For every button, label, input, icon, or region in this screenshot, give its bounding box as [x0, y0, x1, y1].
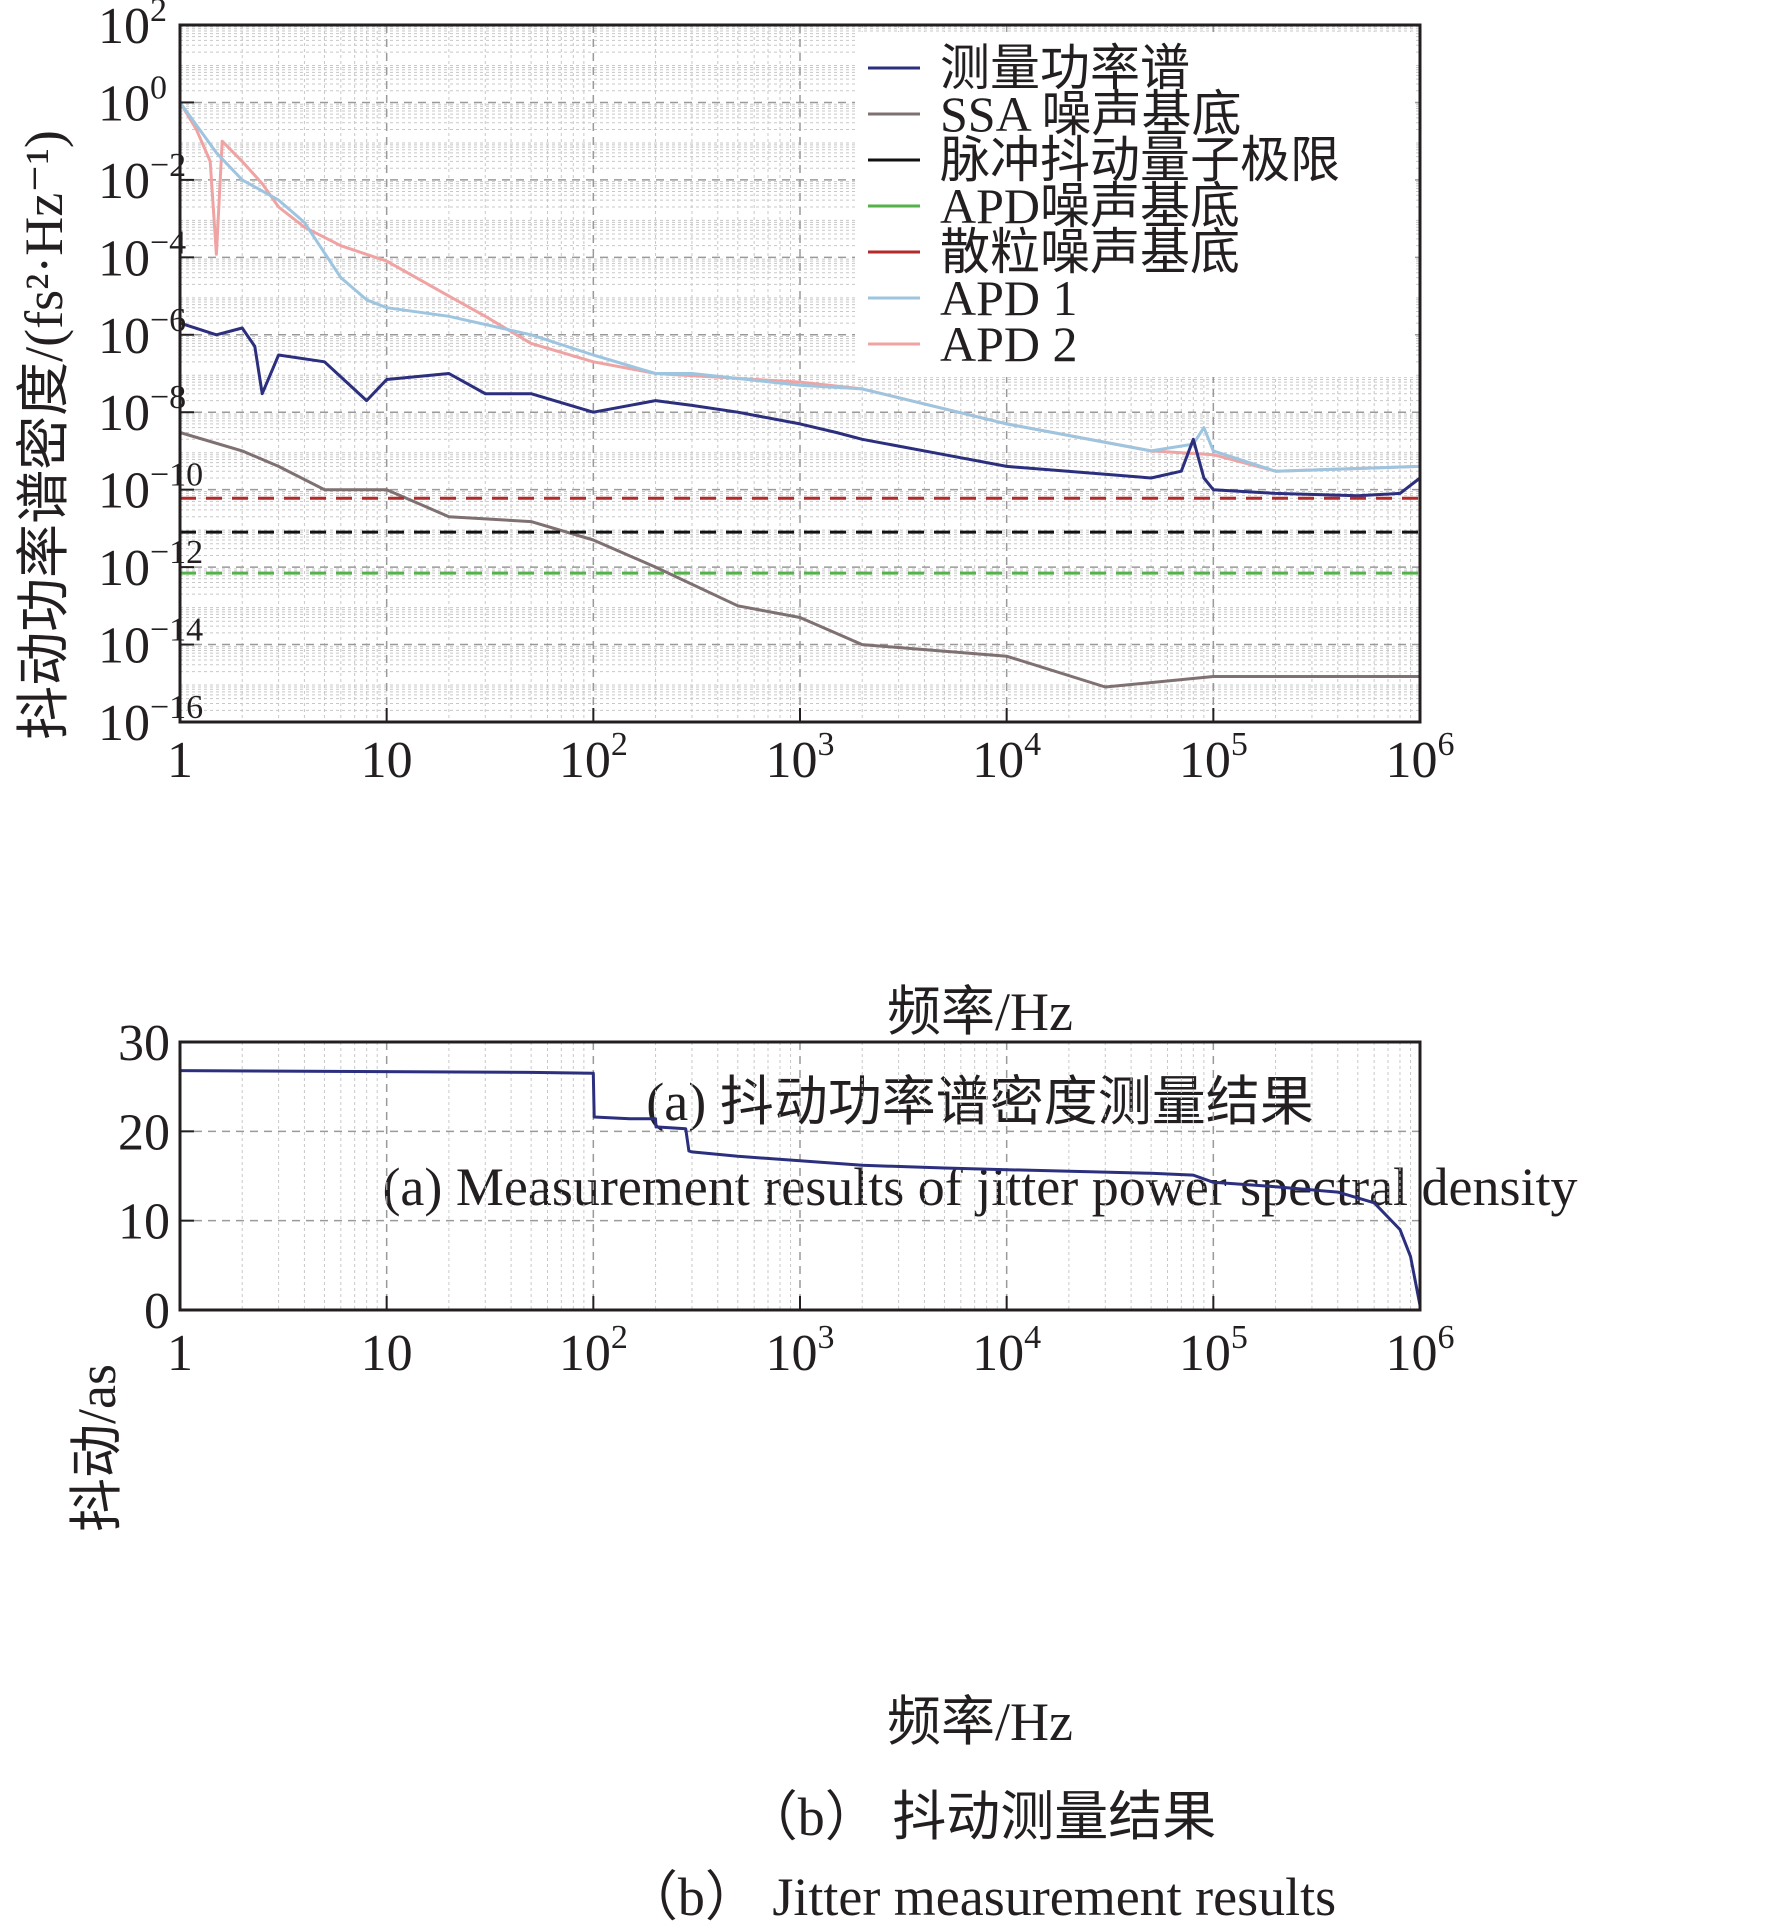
chart-a-legend-label: 脉冲抖动量子极限: [940, 132, 1340, 188]
chart-a-y-tick-label: 10−4: [98, 224, 186, 287]
chart-b-x-tick-label: 10: [361, 1325, 413, 1382]
chart-a-series-line: [178, 101, 1421, 473]
chart-a-x-tick-label: 102: [559, 726, 628, 789]
chart-a-legend-label: APD 1: [940, 270, 1078, 326]
chart-a-x-tick-label: 10: [361, 732, 413, 789]
chart-b-series: [179, 1069, 1422, 1306]
chart-a-x-tick-label: 1: [167, 732, 193, 789]
chart-b-caption-en: （b） Jitter measurement results: [624, 1867, 1336, 1923]
chart-b-x-tick-label: 105: [1179, 1319, 1248, 1382]
chart-b-y-tick-label: 0: [144, 1283, 170, 1340]
chart-b-x-tick-label: 103: [766, 1319, 835, 1382]
chart-a-legend-label: 测量功率谱: [940, 40, 1190, 96]
chart-a-ticks: 1 10 102 103 104 105 106 102 100 10−2 10−4 10−6 10−8…: [98, 0, 1455, 789]
chart-a-psd: 1 10 102 103 104 105 106 102 100 10−2 10−4 10−6 10−8…: [14, 0, 1578, 1217]
chart-a-caption-cn: (a) 抖动功率谱密度测量结果: [646, 1072, 1313, 1132]
chart-a-x-tick-label: 104: [972, 726, 1041, 789]
chart-a-series-line: [179, 431, 1420, 689]
chart-b-x-axis-label: 频率/Hz: [887, 1692, 1073, 1752]
chart-b-y-tick-label: 30: [118, 1015, 170, 1072]
chart-a-y-axis-label: 抖动功率谱密度/(fs²·Hz⁻¹): [14, 130, 74, 740]
chart-a-x-tick-label: 103: [766, 726, 835, 789]
chart-a-legend-label: 散粒噪声基底: [940, 224, 1240, 280]
chart-a-y-tick-label: 10−10: [98, 457, 203, 520]
chart-b-x-tick-label: 1: [167, 1325, 193, 1382]
chart-a-x-tick-label: 105: [1179, 726, 1248, 789]
chart-a-y-tick-label: 10−8: [98, 379, 186, 442]
chart-a-y-tick-label: 100: [98, 69, 167, 132]
chart-a-legend-label: APD噪声基底: [940, 178, 1240, 234]
chart-a-series: [178, 101, 1421, 689]
chart-b-x-tick-label: 104: [972, 1319, 1041, 1382]
chart-a-x-tick-label: 106: [1386, 726, 1455, 789]
chart-b-y-tick-label: 10: [118, 1194, 170, 1251]
chart-a-legend-label: SSA 噪声基底: [940, 86, 1241, 142]
chart-a-y-tick-label: 10−12: [98, 534, 203, 597]
chart-a-y-tick-label: 102: [98, 0, 167, 55]
chart-a-legend-label: APD 2: [940, 316, 1078, 372]
chart-a-y-tick-label: 10−14: [98, 612, 203, 675]
chart-b-x-tick-label: 102: [559, 1319, 628, 1382]
chart-a-legend-box: [855, 32, 1415, 377]
chart-a-y-tick-label: 10−2: [98, 147, 186, 210]
chart-b-x-tick-label: 106: [1386, 1319, 1455, 1382]
chart-b-series-line: [179, 1069, 1422, 1306]
chart-b-ticks: 1 10 102 103 104 105 106 0 10 20 30: [118, 1015, 1455, 1382]
chart-b-jitter: 1 10 102 103 104 105 106 0 10 20 30 频率/Hz 抖动/as （b…: [67, 1015, 1455, 1923]
chart-b-y-tick-label: 20: [118, 1104, 170, 1161]
chart-a-y-tick-label: 10−6: [98, 302, 186, 365]
chart-a-y-tick-label: 10−16: [98, 689, 203, 752]
chart-a-series-line: [179, 321, 1421, 498]
chart-a-x-axis-label: 频率/Hz: [887, 982, 1073, 1042]
chart-b-caption-cn: （b） 抖动测量结果: [744, 1787, 1217, 1847]
chart-b-y-axis-label: 抖动/as: [67, 1364, 127, 1532]
